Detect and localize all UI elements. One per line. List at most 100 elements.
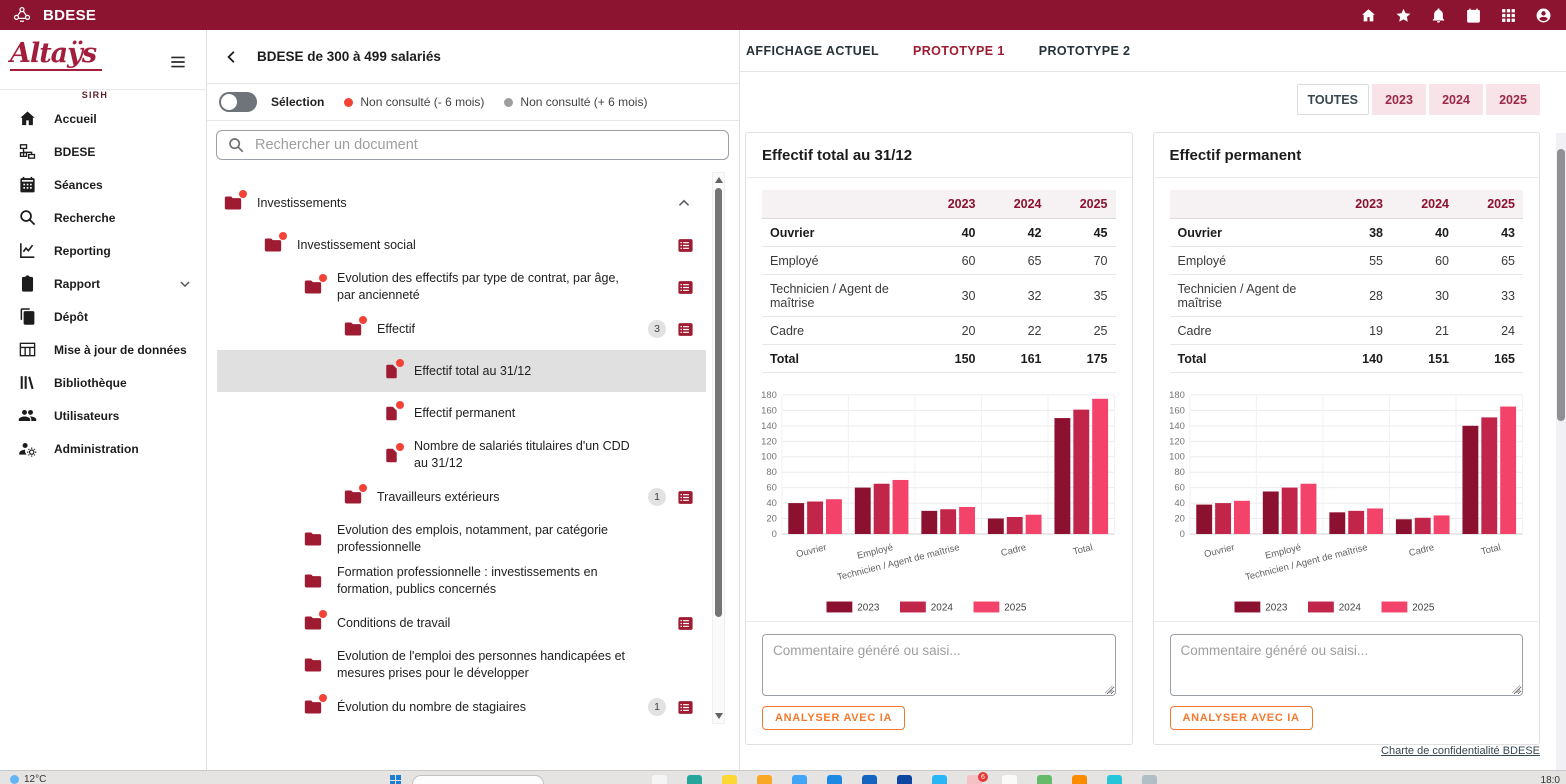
sidebar-item-reporting[interactable]: Reporting: [0, 234, 206, 267]
app-icon[interactable]: [1107, 775, 1122, 784]
app-icon[interactable]: [862, 775, 877, 784]
svg-text:100: 100: [761, 451, 777, 462]
scroll-up-icon[interactable]: [715, 177, 723, 183]
tree-item-label: Evolution des emplois, notamment, par ca…: [337, 523, 608, 554]
scroll-down-icon[interactable]: [715, 713, 723, 719]
chevron-down-icon[interactable]: [176, 275, 194, 293]
table-view-icon[interactable]: [677, 699, 694, 716]
app-icon[interactable]: [1142, 775, 1157, 784]
row-label: Technicien / Agent de maîtrise: [1169, 274, 1326, 317]
cell-value: 151: [1391, 344, 1457, 373]
confidentiality-charter-link[interactable]: Charte de confidentialité BDESE: [1381, 745, 1540, 758]
cell-value: 33: [1457, 274, 1523, 317]
sidebar-item-depot[interactable]: Dépôt: [0, 300, 206, 333]
table-view-icon[interactable]: [677, 279, 694, 296]
tree-item-nombre-de-salaries-titulaires-d-un-cdd-au-31-12[interactable]: Nombre de salariés titulaires d'un CDD a…: [217, 434, 706, 476]
sidebar-item-accueil[interactable]: Accueil: [0, 102, 206, 135]
sidebar-item-rapport[interactable]: Rapport: [0, 267, 206, 300]
tree-item-investissements[interactable]: Investissements: [217, 182, 706, 224]
sidebar-item-label: Accueil: [54, 111, 97, 126]
comment-input[interactable]: [1169, 634, 1523, 697]
cell-value: 32: [983, 274, 1050, 317]
sidebar-item-utilisateurs[interactable]: Utilisateurs: [0, 399, 206, 432]
tree-item-conditions-de-travail[interactable]: Conditions de travail: [217, 602, 706, 644]
tree-scrollbar[interactable]: [712, 172, 725, 724]
cell-value: 60: [917, 246, 984, 275]
tree-item-label: Investissements: [257, 195, 347, 210]
year-filter-2023[interactable]: 2023: [1372, 84, 1426, 115]
year-filter-2025[interactable]: 2025: [1486, 84, 1540, 115]
analyze-with-ai-button[interactable]: ANALYSER AVEC IA: [762, 706, 906, 731]
tab-prototype-2[interactable]: PROTOTYPE 2: [1038, 43, 1131, 58]
search-input[interactable]: [255, 137, 718, 153]
table-view-icon[interactable]: [677, 489, 694, 506]
app-icon[interactable]: [687, 775, 702, 784]
table-view-icon[interactable]: [677, 237, 694, 254]
unread-dot-icon: [319, 274, 327, 282]
bell-icon[interactable]: [1430, 7, 1447, 24]
taskbar-weather[interactable]: 12°C: [10, 774, 46, 784]
tree-item-evolution-de-l-emploi-des-personnes-handicapees-et-mesures-prises-pour-le-developper[interactable]: Evolution de l'emploi des personnes hand…: [217, 644, 706, 686]
tree-item-effectif-permanent[interactable]: Effectif permanent: [217, 392, 706, 434]
analyze-with-ai-button[interactable]: ANALYSER AVEC IA: [1169, 706, 1313, 731]
content-scrollbar[interactable]: [1556, 133, 1566, 770]
comment-input[interactable]: [762, 634, 1116, 697]
sidebar-item-seances[interactable]: Séances: [0, 168, 206, 201]
chevron-up-icon[interactable]: [674, 193, 694, 213]
calendar-icon[interactable]: [1465, 7, 1482, 24]
app-icon[interactable]: [1072, 775, 1087, 784]
app-icon[interactable]: [757, 775, 772, 784]
tree-item-evolution-des-emplois-notamment-par-categorie-professionnelle[interactable]: Evolution des emplois, notamment, par ca…: [217, 518, 706, 560]
sidebar-item-bibliotheque[interactable]: Bibliothèque: [0, 366, 206, 399]
tree-item-evolution-du-nombre-de-stagiaires[interactable]: Évolution du nombre de stagiaires 1: [217, 686, 706, 728]
year-filter-2024[interactable]: 2024: [1429, 84, 1483, 115]
tree-item-investissement-social[interactable]: Investissement social: [217, 224, 706, 266]
tree-item-formation-professionnelle-investissements-en-formation-publics-concernes[interactable]: Formation professionnelle : investisseme…: [217, 560, 706, 602]
selection-toggle[interactable]: [219, 92, 257, 112]
tree-item-travailleurs-exterieurs[interactable]: Travailleurs extérieurs 1: [217, 476, 706, 518]
tree-item-evolution-des-effectifs-par-type-de-contrat-par-age-par-anciennete[interactable]: Evolution des effectifs par type de cont…: [217, 266, 706, 308]
selection-toggle-row: Sélection Non consulté (- 6 mois) Non con…: [207, 84, 739, 121]
app-icon[interactable]: [1037, 775, 1052, 784]
app-icon[interactable]: 6: [967, 772, 988, 784]
row-label: Cadre: [762, 316, 918, 345]
account-icon[interactable]: [1535, 7, 1552, 24]
taskbar-apps: 6: [652, 772, 1157, 784]
tab-prototype-1[interactable]: PROTOTYPE 1: [913, 43, 1005, 58]
windows-start-icon[interactable]: [390, 775, 401, 784]
taskbar-search[interactable]: [412, 775, 544, 784]
app-icon[interactable]: [1002, 775, 1017, 784]
star-icon[interactable]: [1395, 7, 1412, 24]
tree-item-actions: [677, 237, 694, 254]
document-tree: Investissements Investissement social Evol…: [207, 168, 739, 770]
app-icon[interactable]: [652, 775, 667, 784]
tree-scrollbar-thumb[interactable]: [715, 188, 722, 617]
app-icon[interactable]: [932, 775, 947, 784]
sidebar-item-bdese[interactable]: BDESE: [0, 135, 206, 168]
search-row: [207, 121, 739, 168]
table-view-icon[interactable]: [677, 615, 694, 632]
tab-affichage-actuel[interactable]: AFFICHAGE ACTUEL: [746, 43, 880, 58]
sidebar-item-label: Séances: [54, 177, 103, 192]
table-view-icon[interactable]: [677, 321, 694, 338]
data-table-wrap: 2023 2024 2025 Ouvrier 40 42 45 Employé 60 65 70 Te…: [746, 178, 1132, 379]
tree-item-effectif[interactable]: Effectif 3: [217, 308, 706, 350]
app-icon[interactable]: [792, 775, 807, 784]
home-icon[interactable]: [1360, 7, 1377, 24]
app-icon[interactable]: [827, 775, 842, 784]
column-header-year: 2023: [1325, 190, 1392, 219]
file-icon: [383, 358, 404, 381]
sidebar-item-recherche[interactable]: Recherche: [0, 201, 206, 234]
app-icon[interactable]: [897, 775, 912, 784]
menu-icon[interactable]: [168, 52, 188, 72]
sidebar-item-label: Mise à jour de données: [54, 342, 187, 357]
taskbar-clock[interactable]: 18:0: [1540, 775, 1560, 784]
content-scrollbar-thumb[interactable]: [1557, 149, 1565, 421]
apps-icon[interactable]: [1500, 7, 1517, 24]
sidebar-item-administration[interactable]: Administration: [0, 432, 206, 465]
year-filter-toutes[interactable]: TOUTES: [1296, 84, 1369, 115]
app-icon[interactable]: [722, 775, 737, 784]
tree-item-effectif-total-au-31-12[interactable]: Effectif total au 31/12: [217, 350, 706, 392]
back-icon[interactable]: [223, 48, 241, 66]
sidebar-item-mise-a-jour-de-donnees[interactable]: Mise à jour de données: [0, 333, 206, 366]
